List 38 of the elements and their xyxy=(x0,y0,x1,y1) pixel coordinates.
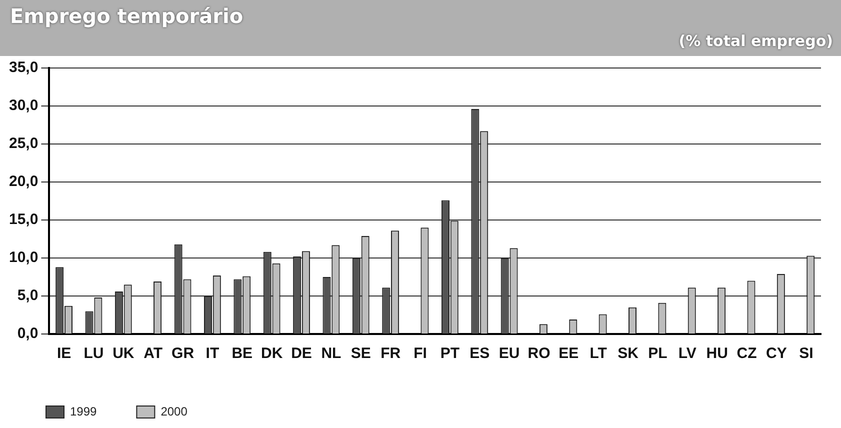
x-tick-label: DK xyxy=(260,345,283,362)
y-tick-label: 10,0 xyxy=(8,249,38,266)
x-tick-label: NL xyxy=(321,345,342,362)
x-tick-label: PT xyxy=(440,345,460,362)
y-tick-label: 30,0 xyxy=(8,97,38,114)
legend-label: 2000 xyxy=(160,404,188,418)
x-tick-label: FR xyxy=(380,345,401,362)
x-tick-label: LV xyxy=(678,345,696,362)
y-tick-label: 0,0 xyxy=(17,325,38,342)
x-tick-label: GR xyxy=(172,345,194,362)
x-tick-label: SK xyxy=(618,345,639,362)
x-tick-label: ES xyxy=(470,345,490,362)
legend-label: 1999 xyxy=(70,404,98,418)
x-tick-label: LU xyxy=(84,345,104,362)
x-tick-label: IT xyxy=(206,345,220,362)
x-tick-label: FI xyxy=(414,345,427,362)
x-tick-label: EU xyxy=(498,345,520,362)
x-tick-label: LT xyxy=(590,345,607,362)
y-tick-label: 20,0 xyxy=(8,173,38,190)
x-tick-label: HU xyxy=(706,345,728,362)
x-tick-label: AT xyxy=(144,345,163,362)
x-tick-label: RO xyxy=(528,345,551,362)
x-tick-label: CY xyxy=(766,345,787,362)
chart-title: Emprego temporário xyxy=(10,4,244,28)
x-tick-label: PL xyxy=(648,345,668,362)
y-tick-label: 5,0 xyxy=(17,287,38,304)
x-tick-label: BE xyxy=(232,345,253,362)
x-tick-label: CZ xyxy=(736,345,757,362)
x-tick-label: UK xyxy=(112,345,134,362)
x-tick-label: SI xyxy=(799,345,814,362)
x-tick-label: DE xyxy=(291,345,312,362)
y-tick-label: 35,0 xyxy=(8,59,38,76)
x-tick-label: EE xyxy=(558,345,579,362)
y-tick-label: 15,0 xyxy=(8,211,38,228)
y-tick-label: 25,0 xyxy=(8,135,38,152)
chart-subtitle: (% total emprego) xyxy=(678,32,833,50)
x-tick-label: SE xyxy=(350,345,371,362)
x-tick-label: IE xyxy=(56,345,72,362)
